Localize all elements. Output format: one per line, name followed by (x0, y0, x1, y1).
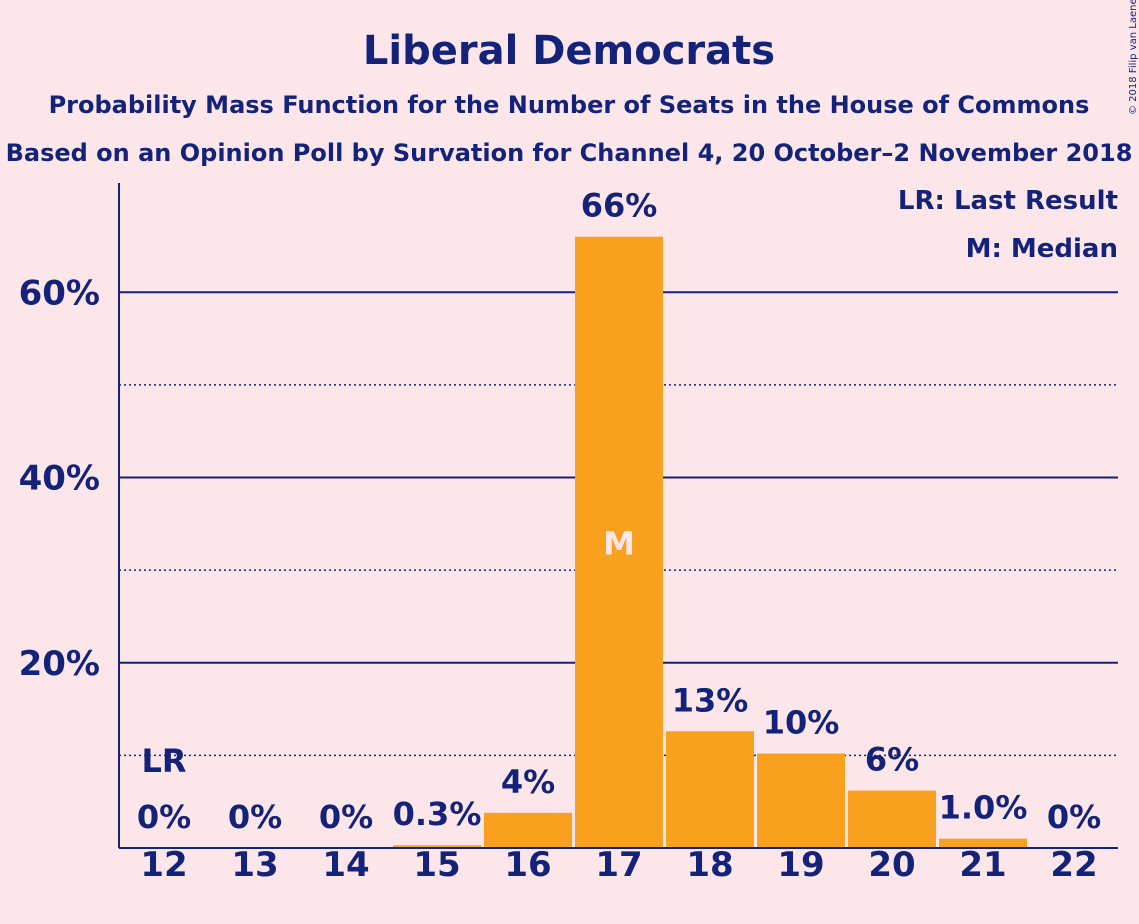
value-labels: 0% LR 0% 0% 0.3% 4% 66% M 13% 10% 6% 1.0% 0% (137, 187, 1101, 836)
y-tick-label: 60% (19, 273, 100, 313)
chart-subtitle-source: Based on an Opinion Poll by Survation fo… (6, 139, 1133, 167)
bar-value-label: 66% (581, 187, 658, 225)
x-tick-label: 17 (595, 845, 642, 885)
legend-median: M: Median (966, 234, 1118, 264)
legend-last-result: LR: Last Result (898, 186, 1118, 216)
bar-value-label: 0% (319, 798, 373, 836)
bar (575, 236, 663, 849)
bar (848, 790, 936, 848)
bar-value-label: 1.0% (939, 789, 1028, 827)
bar-value-label: 10% (763, 704, 840, 742)
bar (666, 731, 754, 848)
x-tick-label: 16 (504, 845, 551, 885)
bar (393, 845, 481, 848)
y-tick-label: 40% (19, 459, 100, 499)
x-tick-label: 21 (959, 845, 1006, 885)
chart-title: Liberal Democrats (363, 28, 775, 74)
x-tick-label: 14 (322, 845, 369, 885)
x-tick-label: 15 (413, 845, 460, 885)
bar-value-label: 0.3% (393, 795, 482, 833)
bars (393, 236, 1027, 849)
chart-subtitle: Probability Mass Function for the Number… (49, 91, 1090, 119)
y-tick-label: 20% (19, 644, 100, 684)
bar-value-label: 6% (865, 741, 919, 779)
copyright-notice: © 2018 Filip van Laenen (1128, 0, 1139, 115)
median-marker: M (603, 524, 635, 562)
x-tick-label: 12 (140, 845, 187, 885)
bar-value-label: 0% (1047, 798, 1101, 836)
last-result-marker: LR (141, 742, 186, 780)
bar (757, 753, 845, 848)
x-axis-ticks: 12 13 14 15 16 17 18 19 20 21 22 (140, 845, 1097, 885)
x-tick-label: 22 (1050, 845, 1097, 885)
x-tick-label: 13 (231, 845, 278, 885)
bar-value-label: 13% (672, 681, 749, 719)
x-tick-label: 18 (686, 845, 733, 885)
bar-value-label: 4% (501, 763, 555, 801)
bar-value-label: 0% (228, 798, 282, 836)
bar-value-label: 0% (137, 798, 191, 836)
x-tick-label: 20 (868, 845, 915, 885)
bar (939, 838, 1027, 848)
x-tick-label: 19 (777, 845, 824, 885)
bar (484, 812, 572, 848)
y-axis-ticks: 20% 40% 60% (19, 273, 100, 683)
